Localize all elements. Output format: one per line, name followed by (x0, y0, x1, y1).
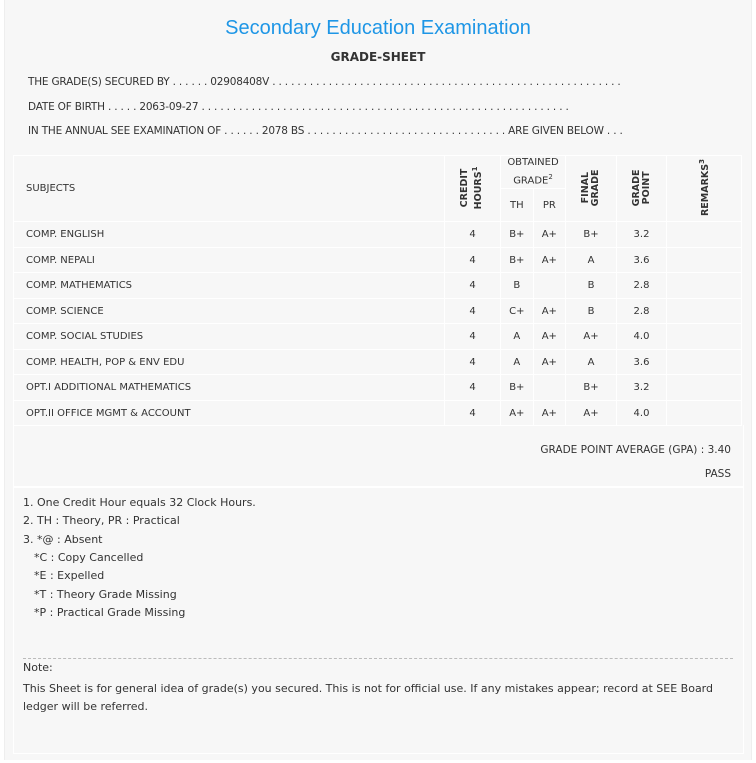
cell-pr: A+ (532, 348, 567, 376)
cell-subject: OPT.I ADDITIONAL MATHEMATICS (13, 374, 445, 401)
cell-point: 2.8 (616, 272, 667, 299)
cell-point: 3.6 (616, 348, 667, 376)
cell-pr: A+ (532, 297, 567, 325)
header-pr: PR (532, 188, 567, 223)
cell-th: B+ (500, 221, 534, 248)
footnote: 2. TH : Theory, PR : Practical (23, 514, 180, 527)
grade-sheet: Secondary Education Examination GRADE-SH… (4, 0, 752, 760)
cell-final: A+ (565, 399, 617, 427)
footnote: *P : Practical Grade Missing (34, 606, 186, 619)
cell-point: 3.6 (616, 246, 667, 274)
cell-pr: A+ (532, 323, 567, 350)
table-row: COMP. ENGLISH 4 B+ A+ B+ 3.2 (13, 221, 742, 248)
page-subtitle: GRADE-SHEET (330, 50, 426, 64)
cell-credit: 4 (444, 323, 501, 350)
cell-th: B (500, 272, 534, 299)
cell-point: 4.0 (616, 399, 667, 427)
cell-th: A (500, 348, 534, 376)
cell-remarks (666, 246, 742, 274)
cell-credit: 4 (444, 374, 501, 401)
cell-final: A (565, 348, 617, 376)
cell-remarks (666, 374, 742, 401)
cell-remarks (666, 297, 742, 325)
header-final: FINAL GRADE (565, 154, 617, 223)
footnote: 1. One Credit Hour equals 32 Clock Hours… (23, 496, 256, 509)
cell-subject: COMP. SCIENCE (13, 297, 445, 325)
cell-final: B (565, 272, 617, 299)
cell-point: 3.2 (616, 374, 667, 401)
footnote: 3. *@ : Absent (23, 533, 103, 546)
footnote: *C : Copy Cancelled (34, 551, 144, 564)
page-title: Secondary Education Examination (225, 17, 531, 39)
table-row: OPT.II OFFICE MGMT & ACCOUNT 4 A+ A+ A+ 4.0 (13, 399, 742, 427)
cell-pr: A+ (532, 399, 567, 427)
cell-th: C+ (500, 297, 534, 325)
header-remarks: REMARKS3 (666, 154, 742, 223)
cell-final: B+ (565, 221, 617, 248)
cell-remarks (666, 221, 742, 248)
cell-subject: OPT.II OFFICE MGMT & ACCOUNT (13, 399, 445, 427)
table-row: OPT.I ADDITIONAL MATHEMATICS 4 B+ B+ 3.2 (13, 374, 742, 401)
cell-final: A+ (565, 323, 617, 350)
cell-subject: COMP. NEPALI (13, 246, 445, 274)
cell-credit: 4 (444, 272, 501, 299)
cell-final: A (565, 246, 617, 274)
cell-pr: A+ (532, 221, 567, 248)
gpa-value: GRADE POINT AVERAGE (GPA) : 3.40 (540, 444, 731, 456)
exam-line: IN THE ANNUAL SEE EXAMINATION OF . . . .… (28, 125, 623, 137)
cell-pr: A+ (532, 246, 567, 274)
cell-th: B+ (500, 374, 534, 401)
note-label: Note: (23, 661, 53, 674)
divider (23, 658, 733, 659)
cell-th: A (500, 323, 534, 350)
note-text: This Sheet is for general idea of grade(… (23, 682, 713, 713)
cell-subject: COMP. HEALTH, POP & ENV EDU (13, 348, 445, 376)
cell-remarks (666, 399, 742, 427)
header-obtained: OBTAINED GRADE2 (500, 154, 566, 190)
cell-subject: COMP. ENGLISH (13, 221, 445, 248)
cell-credit: 4 (444, 297, 501, 325)
table-row: COMP. SOCIAL STUDIES 4 A A+ A+ 4.0 (13, 323, 742, 350)
cell-credit: 4 (444, 399, 501, 427)
result-status: PASS (704, 468, 731, 480)
dob-line: DATE OF BIRTH . . . . . 2063-09-27 . . .… (28, 101, 569, 113)
secured-by-line: THE GRADE(S) SECURED BY . . . . . . 0290… (28, 76, 621, 88)
cell-remarks (666, 272, 742, 299)
cell-remarks (666, 323, 742, 350)
table-row: COMP. HEALTH, POP & ENV EDU 4 A A+ A 3.6 (13, 348, 742, 376)
table-row: COMP. SCIENCE 4 C+ A+ B 2.8 (13, 297, 742, 325)
footnote: *E : Expelled (34, 569, 105, 582)
table-row: COMP. NEPALI 4 B+ A+ A 3.6 (13, 246, 742, 274)
cell-subject: COMP. SOCIAL STUDIES (13, 323, 445, 350)
cell-th: A+ (500, 399, 534, 427)
cell-remarks (666, 348, 742, 376)
cell-credit: 4 (444, 348, 501, 376)
footnotes: 1. One Credit Hour equals 32 Clock Hours… (13, 487, 744, 754)
cell-credit: 4 (444, 246, 501, 274)
grades-table: SUBJECTS CREDIT HOURS1 OBTAINED GRADE2 F… (13, 154, 742, 427)
cell-th: B+ (500, 246, 534, 274)
footnote: *T : Theory Grade Missing (34, 588, 177, 601)
cell-pr (532, 272, 567, 299)
cell-point: 2.8 (616, 297, 667, 325)
gpa-section: GRADE POINT AVERAGE (GPA) : 3.40 PASS (13, 425, 744, 487)
header-point: GRADE POINT (616, 154, 667, 223)
cell-pr (532, 374, 567, 401)
cell-final: B+ (565, 374, 617, 401)
header-credit: CREDIT HOURS1 (444, 154, 501, 223)
table-row: COMP. MATHEMATICS 4 B B 2.8 (13, 272, 742, 299)
cell-credit: 4 (444, 221, 501, 248)
cell-point: 3.2 (616, 221, 667, 248)
header-subjects: SUBJECTS (13, 154, 445, 223)
cell-final: B (565, 297, 617, 325)
cell-point: 4.0 (616, 323, 667, 350)
header-th: TH (500, 188, 534, 223)
cell-subject: COMP. MATHEMATICS (13, 272, 445, 299)
